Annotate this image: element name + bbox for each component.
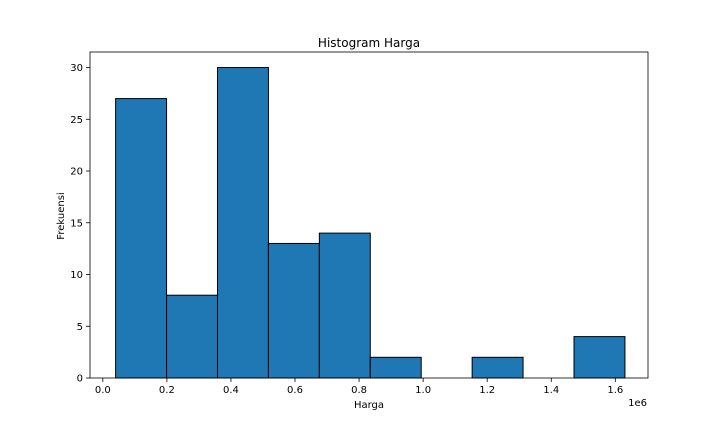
x-tick-label-7: 1.4 — [543, 385, 559, 396]
histogram-bar-7 — [471, 356, 524, 379]
x-axis-ticks: 0.0 0.2 0.4 0.6 0.8 1.0 1.2 1.4 1.6 — [95, 378, 623, 396]
bars-group — [115, 67, 626, 379]
y-axis-ticks: 0 5 10 15 20 25 30 — [70, 63, 90, 385]
y-tick-label-0: 0 — [77, 374, 83, 385]
x-axis-scale-label: 1e6 — [628, 398, 647, 409]
chart-title: Histogram Harga — [318, 36, 420, 50]
y-tick-label-6: 30 — [70, 63, 83, 74]
y-axis-label: Frekuensi — [56, 192, 67, 239]
y-tick-label-4: 20 — [70, 167, 83, 178]
histogram-bar-3 — [267, 242, 320, 379]
x-tick-label-1: 0.2 — [159, 385, 175, 396]
x-tick-label-8: 1.6 — [607, 385, 623, 396]
x-axis-label: Harga — [354, 400, 384, 411]
x-tick-label-4: 0.8 — [351, 385, 367, 396]
x-tick-label-3: 0.6 — [287, 385, 303, 396]
y-tick-label-3: 15 — [70, 218, 83, 229]
histogram-bar-9 — [573, 336, 626, 379]
y-tick-label-1: 5 — [77, 322, 83, 333]
histogram-bar-0 — [115, 98, 168, 379]
histogram-bar-4 — [318, 232, 371, 379]
x-tick-label-2: 0.4 — [223, 385, 239, 396]
plot-frame — [89, 51, 649, 379]
x-tick-label-6: 1.2 — [479, 385, 495, 396]
histogram-bar-2 — [216, 67, 269, 379]
x-tick-label-0: 0.0 — [95, 385, 111, 396]
y-tick-label-2: 10 — [70, 270, 83, 281]
histogram-bar-1 — [166, 294, 218, 379]
y-tick-label-5: 25 — [70, 115, 83, 126]
x-tick-label-5: 1.0 — [415, 385, 431, 396]
histogram-bar-5 — [369, 356, 422, 379]
